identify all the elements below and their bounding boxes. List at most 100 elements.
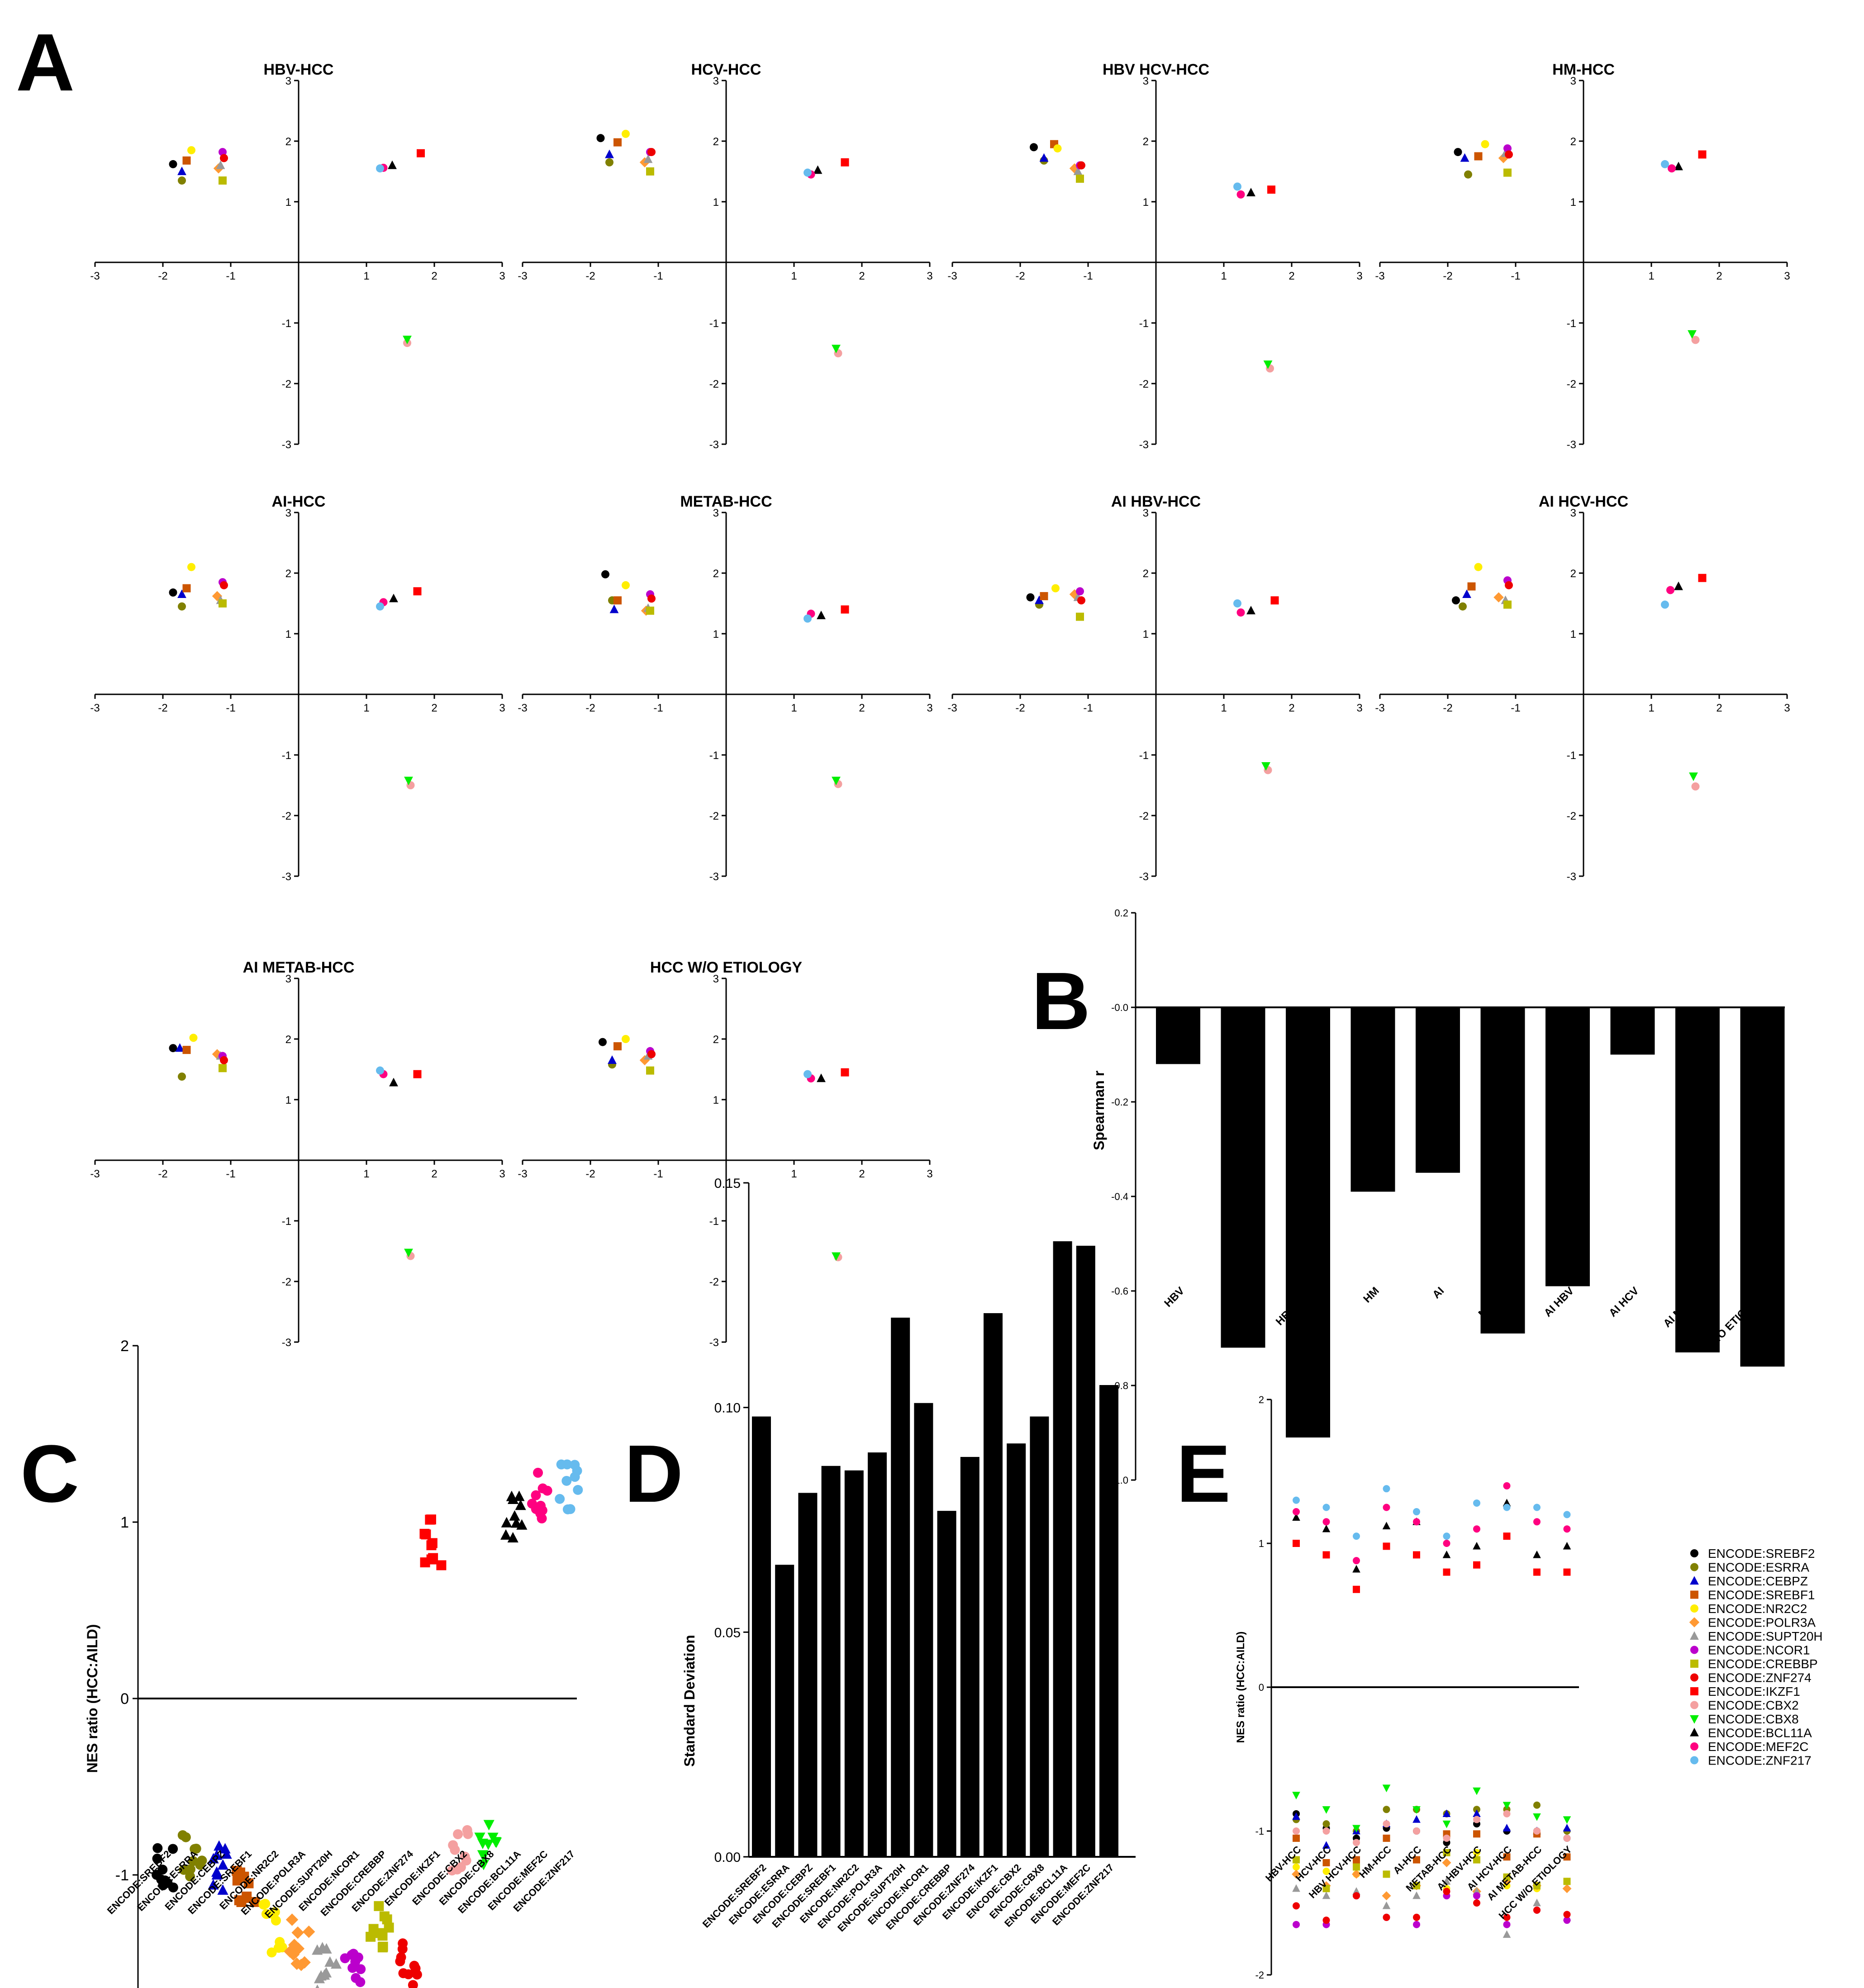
legend-item-encode-polr3a: ENCODE:POLR3A [1689, 1616, 1816, 1630]
point-encode-cbx8 [832, 777, 841, 786]
dot-encode-bcl11a [509, 1510, 520, 1521]
point-encode-bcl11a [389, 1077, 398, 1087]
dot-encode-cbx8 [491, 1837, 502, 1848]
point-encode-ikzf1 [1353, 1585, 1360, 1593]
y-tick-label: 3 [713, 507, 719, 519]
panel-label-a: A [16, 17, 75, 108]
point-encode-cbx8 [1563, 1816, 1571, 1824]
point-encode-ikzf1 [841, 158, 849, 166]
x-tick-label: 1 [363, 702, 369, 714]
y-tick-label: -2 [282, 1276, 291, 1288]
group-hbv-hcc: HBV-HCC [1263, 1496, 1303, 1928]
point-encode-supt20h [216, 160, 225, 169]
point-encode-znf217 [1661, 160, 1669, 168]
point-encode-znf274 [1533, 1906, 1541, 1914]
point-encode-ikzf1 [1473, 1561, 1480, 1569]
x-tick-label: -3 [518, 702, 527, 714]
x-tick-label: 3 [927, 270, 932, 282]
y-tick-label: -3 [282, 439, 291, 451]
point-encode-polr3a [1352, 1869, 1361, 1879]
dot-encode-polr3a [291, 1926, 304, 1939]
y-tick-label: -0.6 [1111, 1286, 1128, 1297]
legend-marker [1690, 1701, 1698, 1709]
point-encode-crebbp [646, 1066, 654, 1075]
panel-label-d: D [624, 1428, 683, 1519]
subplot-title: HCC W/O ETIOLOGY [650, 959, 803, 976]
dot-encode-srebf1 [250, 1897, 260, 1907]
point-encode-mef2c [1293, 1508, 1300, 1516]
point-encode-bcl11a [1246, 188, 1255, 196]
dot-encode-srebf2 [152, 1853, 162, 1864]
legend-marker [1690, 1687, 1698, 1695]
category-label: AI [1430, 1285, 1446, 1301]
dot-encode-znf217 [573, 1485, 583, 1495]
point-encode-znf217 [376, 602, 384, 611]
x-tick-label: 2 [1716, 270, 1722, 282]
x-tick-label: 2 [431, 270, 437, 282]
y-tick-label: -3 [282, 1337, 291, 1349]
point-encode-cebpz [1442, 1809, 1451, 1817]
point-encode-cebpz [1039, 153, 1049, 162]
legend-marker [1690, 1631, 1699, 1640]
point-encode-cbx8 [1261, 762, 1270, 771]
y-tick-label: 2 [285, 568, 291, 580]
category-label: AI METAB-HCC [1485, 1844, 1544, 1903]
bar-encode-mef2c [1076, 1246, 1095, 1857]
point-encode-ikzf1 [1270, 596, 1279, 605]
dot-encode-polr3a [292, 1942, 305, 1955]
x-tick-label: -1 [226, 702, 235, 714]
legend-label: ENCODE:CREBBP [1708, 1657, 1818, 1671]
group-hbv-hcv-hcc: HBV HCV-HCC [1307, 1533, 1364, 1901]
point-encode-znf274 [1473, 1899, 1480, 1907]
panel-label-b: B [1032, 956, 1090, 1047]
bar-encode-esrra [775, 1565, 794, 1857]
point-encode-nr2c2 [622, 581, 630, 589]
y-tick-label: -2 [1567, 810, 1576, 822]
point-encode-bcl11a [1473, 1542, 1481, 1550]
dot-encode-mef2c [527, 1499, 537, 1509]
point-encode-supt20h [1073, 166, 1083, 176]
point-encode-esrra [178, 1072, 186, 1081]
point-encode-cbx8 [1322, 1806, 1331, 1814]
point-encode-srebf2 [596, 134, 605, 142]
x-tick-label: -1 [1511, 270, 1520, 282]
point-encode-znf217 [1503, 1504, 1511, 1511]
point-encode-cbx8 [1473, 1787, 1481, 1795]
y-tick-label: -0.0 [1111, 1002, 1128, 1013]
y-tick-label: 0 [1259, 1682, 1264, 1693]
legend-label: ENCODE:NCOR1 [1708, 1643, 1810, 1657]
point-encode-crebbp [1322, 1885, 1330, 1893]
dot-encode-srebf1 [242, 1891, 252, 1902]
x-tick-label: -3 [518, 1168, 527, 1180]
dot-encode-bcl11a [516, 1519, 528, 1530]
bar-hbv [1156, 1007, 1200, 1064]
point-encode-srebf2 [169, 160, 177, 168]
point-encode-srebf2 [601, 570, 609, 579]
dot-encode-cebpz [217, 1884, 228, 1895]
group-hm-hcc: HM-HCC [1357, 1485, 1393, 1921]
point-encode-cbx8 [1533, 1813, 1541, 1821]
legend-label: ENCODE:ZNF274 [1708, 1671, 1812, 1685]
y-tick-label: -3 [1139, 871, 1149, 883]
legend-label: ENCODE:CBX8 [1708, 1712, 1799, 1726]
dot-encode-crebbp [384, 1922, 394, 1933]
dot-encode-cbx2 [447, 1865, 457, 1876]
point-encode-srebf1 [1467, 582, 1476, 591]
y-tick-label: 1 [285, 196, 291, 209]
point-encode-cebpz [1322, 1841, 1331, 1849]
point-encode-nr2c2 [1473, 1849, 1480, 1856]
group-hcv-hcc: HCV-HCC [1293, 1504, 1333, 1928]
point-encode-polr3a [1493, 592, 1504, 603]
subplot-ai-hcc: AI-HCC -3 -3 -2 -2 -1 -1 1 1 2 2 3 3 [90, 493, 505, 883]
dot-encode-ikzf1 [436, 1560, 447, 1570]
subplot-title: AI-HCC [272, 493, 326, 510]
bar-encode-cbx8 [1030, 1416, 1049, 1857]
y-axis-label: NES ratio (HCC:AILD) [84, 1624, 100, 1773]
point-encode-cbx8 [403, 336, 412, 344]
point-encode-esrra [1464, 170, 1472, 179]
legend-label: ENCODE:BCL11A [1708, 1726, 1812, 1740]
x-tick-label: -1 [653, 702, 663, 714]
legend-item-encode-znf217: ENCODE:ZNF217 [1690, 1754, 1812, 1768]
point-encode-cebpz [177, 589, 186, 598]
point-encode-ikzf1 [1503, 1533, 1511, 1540]
